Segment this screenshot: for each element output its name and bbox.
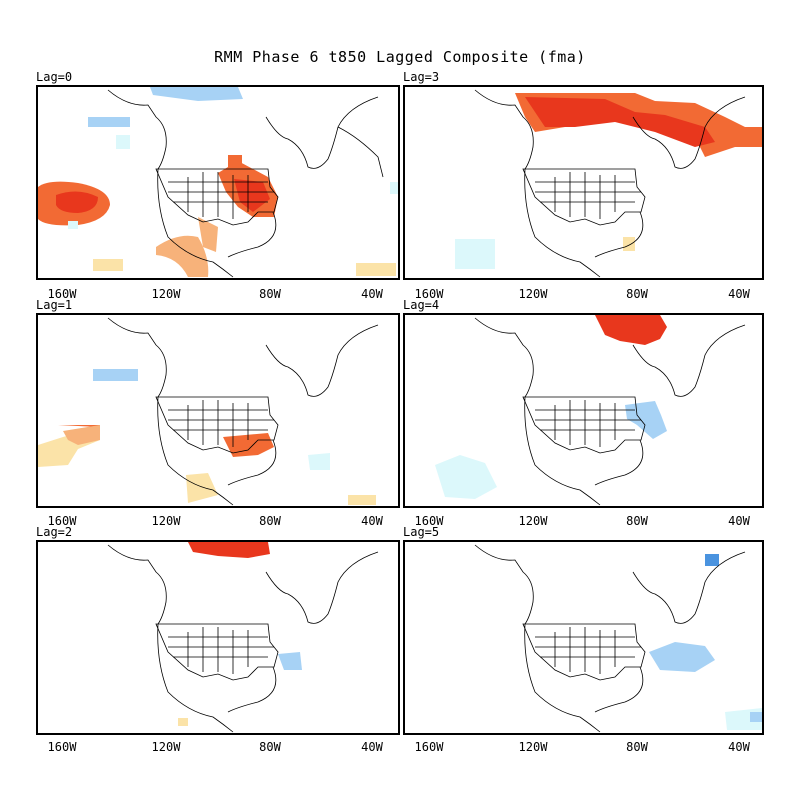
map-panel-lag2 (36, 540, 400, 735)
x-axis-ticks-lag2: 160W 120W 80W 40W (36, 740, 400, 754)
x-tick-80w: 80W (626, 740, 648, 754)
x-axis-ticks-lag5: 160W 120W 80W 40W (403, 740, 764, 754)
x-tick-40w: 40W (361, 740, 383, 754)
map-panel-lag1 (36, 313, 400, 508)
x-tick-160w: 160W (414, 287, 444, 301)
map-panel-lag0 (36, 85, 400, 280)
x-tick-120w: 120W (518, 287, 548, 301)
panel-label-lag4: Lag=4 (403, 298, 440, 312)
anomaly-shading (38, 369, 376, 505)
x-tick-120w: 120W (151, 287, 181, 301)
x-axis-ticks-lag3: 160W 120W 80W 40W (403, 287, 764, 301)
anomaly-shading (38, 87, 398, 277)
map-lag5 (474, 544, 762, 733)
map-lag0 (38, 87, 398, 278)
panel-label-lag1: Lag=1 (36, 298, 73, 312)
anomaly-shading (435, 315, 667, 499)
x-tick-80w: 80W (259, 287, 281, 301)
x-tick-40w: 40W (728, 514, 750, 528)
x-tick-160w: 160W (414, 740, 444, 754)
coastlines (474, 317, 746, 506)
x-tick-160w: 160W (47, 287, 77, 301)
x-tick-120w: 120W (518, 514, 548, 528)
x-axis-ticks-lag4: 160W 120W 80W 40W (403, 514, 764, 528)
anomaly-shading (455, 93, 762, 269)
panel-label-lag0: Lag=0 (36, 70, 73, 84)
coastlines (107, 544, 379, 733)
map-panel-lag4 (403, 313, 764, 508)
map-panel-lag5 (403, 540, 764, 735)
x-tick-120w: 120W (151, 514, 181, 528)
map-panel-lag3 (403, 85, 764, 280)
x-tick-160w: 160W (47, 514, 77, 528)
x-tick-80w: 80W (259, 740, 281, 754)
map-lag1 (38, 317, 379, 506)
x-tick-40w: 40W (728, 740, 750, 754)
map-lag3 (455, 89, 762, 278)
panel-label-lag2: Lag=2 (36, 525, 73, 539)
x-tick-40w: 40W (728, 287, 750, 301)
x-tick-160w: 160W (47, 740, 77, 754)
panel-label-lag3: Lag=3 (403, 70, 440, 84)
figure-title: RMM Phase 6 t850 Lagged Composite (fma) (214, 48, 586, 66)
anomaly-shading (178, 542, 302, 726)
coastlines (474, 89, 746, 278)
x-tick-80w: 80W (626, 287, 648, 301)
map-lag4 (435, 315, 746, 506)
x-tick-120w: 120W (518, 740, 548, 754)
x-tick-160w: 160W (414, 514, 444, 528)
x-tick-40w: 40W (361, 514, 383, 528)
coastlines (107, 89, 384, 278)
map-lag2 (107, 542, 379, 733)
coastlines (474, 544, 746, 733)
x-tick-80w: 80W (259, 514, 281, 528)
x-axis-ticks-lag0: 160W 120W 80W 40W (36, 287, 400, 301)
x-tick-120w: 120W (151, 740, 181, 754)
x-tick-80w: 80W (626, 514, 648, 528)
x-tick-40w: 40W (361, 287, 383, 301)
anomaly-shading (649, 554, 762, 730)
coastlines (107, 317, 379, 506)
x-axis-ticks-lag1: 160W 120W 80W 40W (36, 514, 400, 528)
panel-label-lag5: Lag=5 (403, 525, 440, 539)
